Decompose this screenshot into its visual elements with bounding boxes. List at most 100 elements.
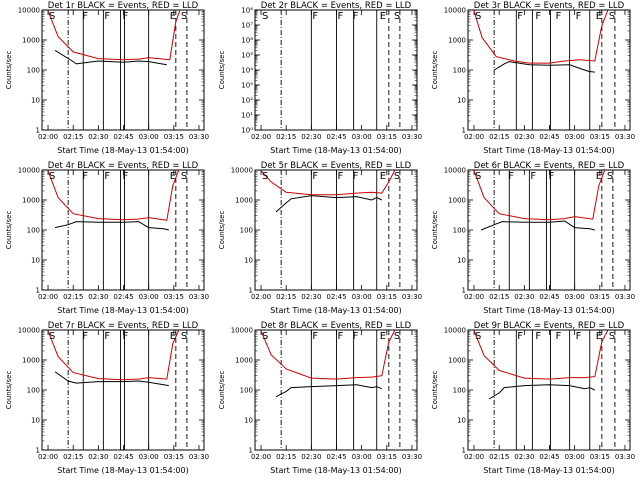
marker-label: F <box>548 171 554 182</box>
x-axis-label: Start Time (18-May-13 01:54:00) <box>57 146 188 155</box>
y-tick-label: 10¹ <box>241 112 253 120</box>
marker-label: F <box>353 331 359 342</box>
marker-label: F <box>576 331 582 342</box>
x-tick-label: 03:00 <box>565 453 585 461</box>
marker-label: F <box>122 171 128 182</box>
x-tick-label: 03:30 <box>189 293 209 301</box>
marker-label: F <box>556 11 562 22</box>
marker-label: E <box>380 171 386 182</box>
marker-label: S <box>262 171 268 182</box>
x-tick-label: 03:15 <box>377 133 397 141</box>
panel-svg: Det 4r BLACK = Events, RED = LLD Counts/s… <box>5 161 209 315</box>
y-tick-label: 10000 <box>18 167 40 175</box>
lld-rate-line <box>47 9 181 61</box>
y-tick-label: 1 <box>462 447 466 455</box>
y-tick-label: 1000 <box>22 357 40 365</box>
panel-svg: Det 1r BLACK = Events, RED = LLD Counts/s… <box>5 1 209 155</box>
x-axis-label: Start Time (18-May-13 01:54:00) <box>57 306 188 315</box>
event-rate-line <box>488 384 596 400</box>
marker-label: F <box>535 11 541 22</box>
marker-label: E <box>596 331 602 342</box>
y-tick-label: 100 <box>27 67 40 75</box>
panel-title: Det 7r BLACK = Events, RED = LLD <box>48 321 199 331</box>
marker-label: E <box>596 171 602 182</box>
panel-title: Det 1r BLACK = Events, RED = LLD <box>48 1 199 11</box>
detector-panel: Det 9r BLACK = Events, RED = LLD Counts/s… <box>426 320 639 480</box>
y-tick-label: 100 <box>240 387 253 395</box>
y-tick-label: 1 <box>462 127 466 135</box>
y-tick-label: 10 <box>457 257 466 265</box>
marker-label: S <box>607 171 613 182</box>
detector-panel: Det 6r BLACK = Events, RED = LLD Counts/s… <box>426 160 639 320</box>
marker-label: S <box>609 11 615 22</box>
x-tick-label: 02:00 <box>251 293 271 301</box>
x-tick-label: 02:45 <box>113 453 133 461</box>
marker-label: S <box>181 171 187 182</box>
y-tick-label: 1 <box>36 447 40 455</box>
y-tick-label: 10³ <box>241 82 253 90</box>
plot-frame <box>41 9 205 131</box>
marker-label: E <box>380 331 386 342</box>
x-tick-label: 02:30 <box>301 293 321 301</box>
marker-label: E <box>596 11 602 22</box>
event-rate-line <box>54 221 169 231</box>
x-axis-label: Start Time (18-May-13 01:54:00) <box>483 306 614 315</box>
panel-title: Det 9r BLACK = Events, RED = LLD <box>474 321 625 331</box>
y-tick-label: 100 <box>27 227 40 235</box>
panel-title: Det 5r BLACK = Events, RED = LLD <box>261 161 412 171</box>
lld-rate-line <box>260 329 396 380</box>
marker-label: F <box>517 11 523 22</box>
x-tick-label: 02:30 <box>301 133 321 141</box>
marker-label: S <box>262 331 268 342</box>
panel-svg: Det 3r BLACK = Events, RED = LLD Counts/s… <box>431 1 635 155</box>
marker-label: F <box>338 11 344 22</box>
y-tick-label: 10000 <box>18 7 40 15</box>
x-tick-label: 02:45 <box>113 293 133 301</box>
marker-label: F <box>576 11 582 22</box>
lld-rate-line <box>47 329 180 381</box>
x-tick-label: 02:00 <box>251 453 271 461</box>
y-tick-label: 10⁵ <box>241 52 253 60</box>
y-tick-label: 1 <box>36 287 40 295</box>
y-tick-label: 10 <box>457 417 466 425</box>
marker-label: F <box>122 11 128 22</box>
x-tick-label: 02:30 <box>88 133 108 141</box>
y-tick-label: 100 <box>240 227 253 235</box>
marker-label: F <box>535 331 541 342</box>
x-tick-label: 02:30 <box>514 133 534 141</box>
x-tick-label: 03:15 <box>377 293 397 301</box>
x-tick-label: 03:00 <box>139 133 159 141</box>
y-tick-label: 1000 <box>22 197 40 205</box>
marker-label: S <box>49 11 55 22</box>
x-tick-label: 02:45 <box>326 453 346 461</box>
y-tick-label: 1000 <box>448 357 466 365</box>
panel-title: Det 2r BLACK = Events, RED = LLD <box>261 1 412 11</box>
marker-label: S <box>475 331 481 342</box>
x-tick-label: 02:30 <box>301 453 321 461</box>
plot-frame <box>254 169 418 291</box>
x-tick-label: 02:00 <box>464 453 484 461</box>
y-tick-label: 1000 <box>448 197 466 205</box>
x-tick-label: 03:30 <box>402 453 422 461</box>
detector-panel: Det 8r BLACK = Events, RED = LLD Counts/s… <box>213 320 426 480</box>
detector-panel: Det 1r BLACK = Events, RED = LLD Counts/s… <box>0 0 213 160</box>
y-tick-label: 10⁷ <box>241 22 253 30</box>
y-tick-label: 10000 <box>231 327 253 335</box>
x-tick-label: 03:15 <box>164 453 184 461</box>
x-tick-label: 02:00 <box>38 133 58 141</box>
y-tick-label: 10⁴ <box>241 67 253 75</box>
x-tick-label: 02:00 <box>464 293 484 301</box>
x-tick-label: 03:00 <box>565 133 585 141</box>
x-tick-label: 02:45 <box>113 133 133 141</box>
y-axis-label: Counts/sec <box>218 51 226 90</box>
y-tick-label: 1 <box>462 287 466 295</box>
panel-title: Det 3r BLACK = Events, RED = LLD <box>474 1 625 11</box>
marker-label: E <box>170 331 176 342</box>
y-tick-label: 100 <box>453 227 466 235</box>
marker-label: F <box>104 331 110 342</box>
x-tick-label: 02:15 <box>63 133 83 141</box>
x-tick-label: 02:00 <box>251 133 271 141</box>
y-axis-label: Counts/sec <box>431 371 439 410</box>
x-tick-label: 02:45 <box>539 453 559 461</box>
x-tick-label: 02:15 <box>489 133 509 141</box>
